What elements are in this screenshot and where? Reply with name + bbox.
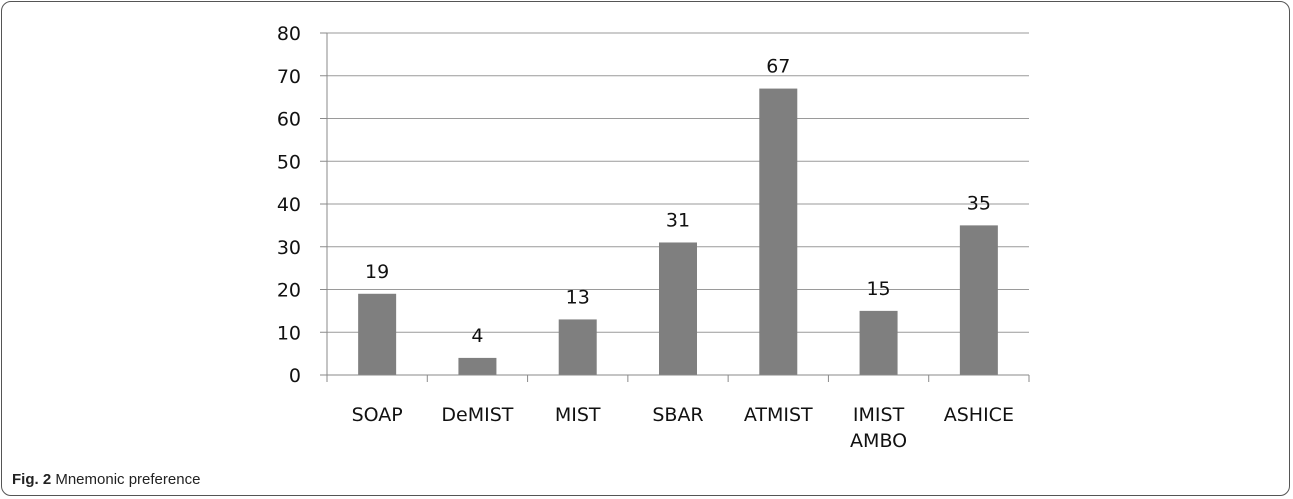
y-tick-label: 60 xyxy=(277,109,301,131)
data-label: 13 xyxy=(566,286,590,308)
figure-number: Fig. 2 xyxy=(12,471,52,488)
data-label: 4 xyxy=(471,325,483,347)
data-label: 19 xyxy=(365,261,389,283)
x-tick-label: ASHICE xyxy=(944,404,1014,426)
bar xyxy=(859,310,898,375)
x-tick-labels: SOAP DeMIST MIST SBAR ATMIST IMIST AMBO ASHICE xyxy=(352,404,1014,452)
y-tick-label: 0 xyxy=(289,365,301,387)
y-tick-labels: 0 10 20 30 40 50 60 70 80 xyxy=(277,23,301,387)
x-tick-label: MIST xyxy=(555,404,601,426)
bars xyxy=(358,88,998,375)
y-tick-label: 10 xyxy=(277,322,301,344)
data-label: 35 xyxy=(967,192,991,214)
bar xyxy=(358,293,397,375)
y-tick-label: 30 xyxy=(277,237,301,259)
y-tick-label: 20 xyxy=(277,280,301,302)
y-tick-label: 70 xyxy=(277,66,301,88)
figure-caption-text: Mnemonic preference xyxy=(55,471,201,488)
bar xyxy=(458,357,497,375)
bar xyxy=(659,242,697,375)
data-label: 31 xyxy=(666,209,690,231)
x-tick-label: IMIST xyxy=(853,404,905,426)
gridlines xyxy=(327,32,1029,333)
bar xyxy=(759,88,798,375)
x-tick-label: SBAR xyxy=(652,404,703,426)
x-tick-label: AMBO xyxy=(850,430,907,452)
axes xyxy=(320,32,1030,382)
data-label: 15 xyxy=(866,278,890,300)
bar xyxy=(558,319,597,375)
x-tick-label: DeMIST xyxy=(441,404,513,426)
y-tick-label: 50 xyxy=(277,151,301,173)
data-label: 67 xyxy=(766,56,790,78)
data-labels: 19 4 13 31 67 15 35 xyxy=(365,56,991,347)
x-tick-label: SOAP xyxy=(352,404,403,426)
y-tick-label: 40 xyxy=(277,194,301,216)
figure-caption: Fig. 2 Mnemonic preference xyxy=(12,471,200,488)
y-tick-label: 80 xyxy=(277,23,301,45)
bar xyxy=(959,225,998,375)
x-tick-label: ATMIST xyxy=(744,404,813,426)
